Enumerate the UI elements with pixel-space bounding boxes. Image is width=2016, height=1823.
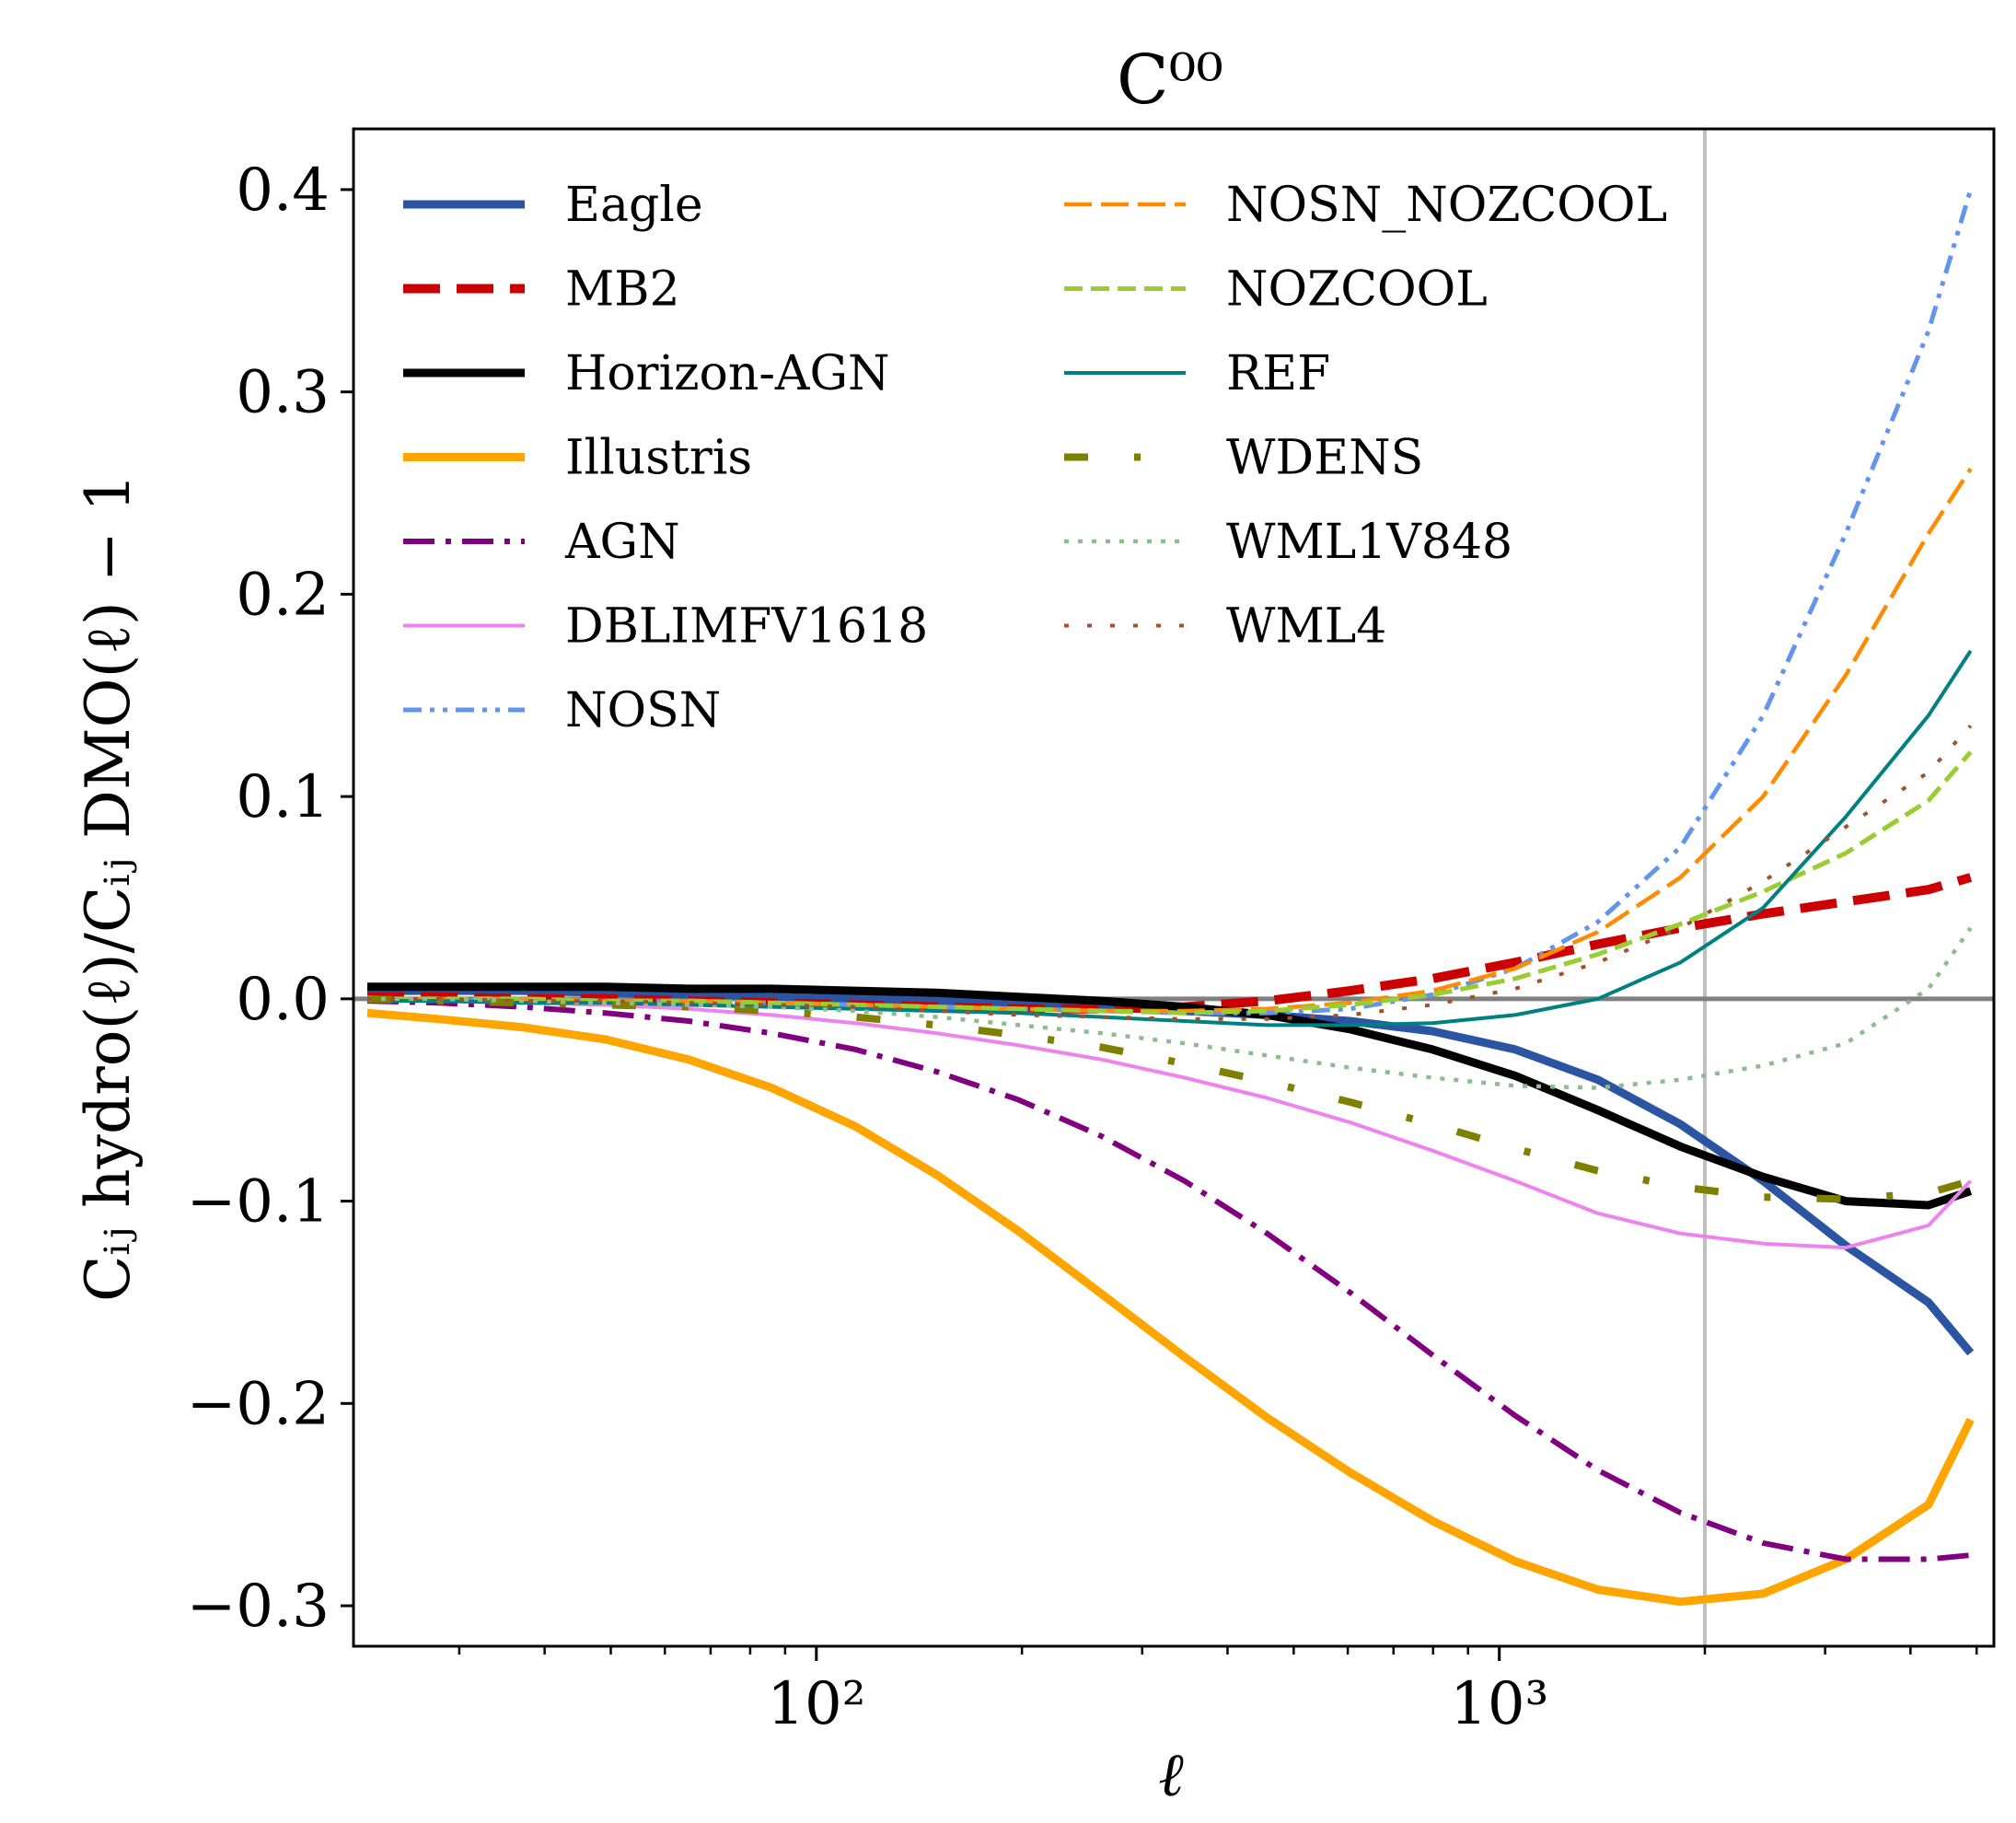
x-tick-label: 10² xyxy=(767,1670,865,1738)
legend-label: AGN xyxy=(564,515,680,570)
y-tick-label: 0.0 xyxy=(236,966,330,1034)
legend-label: Horizon-AGN xyxy=(565,346,890,401)
legend: Eagle MB2 Horizon-AGN Illustris AGN DBLIMFV16… xyxy=(403,178,1667,738)
series-line-agn xyxy=(366,998,1971,1562)
series-line-illustris xyxy=(366,1008,1975,1607)
y-tick-label: 0.4 xyxy=(236,157,330,225)
chart-title: C⁰⁰ xyxy=(1117,41,1223,120)
series-line-horizon-agn xyxy=(367,982,1973,1210)
y-tick-label: −0.1 xyxy=(187,1168,330,1237)
y-tick-label: −0.3 xyxy=(187,1573,330,1641)
legend-label: NOSN xyxy=(565,683,721,738)
x-tick-label: 10³ xyxy=(1450,1670,1548,1738)
legend-label: NOSN_NOZCOOL xyxy=(1226,178,1667,233)
legend-label: Illustris xyxy=(565,431,752,486)
legend-label: MB2 xyxy=(565,262,680,318)
y-tick-label: 0.2 xyxy=(236,561,330,629)
series-line-nozcool xyxy=(367,750,1973,1016)
legend-label: DBLIMFV1618 xyxy=(565,599,928,655)
legend-label: WDENS xyxy=(1226,431,1423,486)
legend-label: REF xyxy=(1226,346,1330,401)
x-axis-label: ℓ xyxy=(1158,1739,1184,1810)
legend-label: Eagle xyxy=(565,178,703,233)
y-tick-label: 0.3 xyxy=(236,359,330,427)
legend-label: WML4 xyxy=(1226,599,1386,655)
y-tick-label: 0.1 xyxy=(236,763,330,831)
legend-label: WML1V848 xyxy=(1226,515,1512,570)
plot-frame xyxy=(352,127,1996,1648)
y-tick-label: −0.2 xyxy=(187,1370,330,1438)
series-line-wml1v848 xyxy=(367,926,1973,1090)
y-axis-label: Cᵢⱼ hydro(ℓ)/Cᵢⱼ DMO(ℓ) − 1 xyxy=(73,473,144,1302)
legend-label: NOZCOOL xyxy=(1226,262,1488,318)
